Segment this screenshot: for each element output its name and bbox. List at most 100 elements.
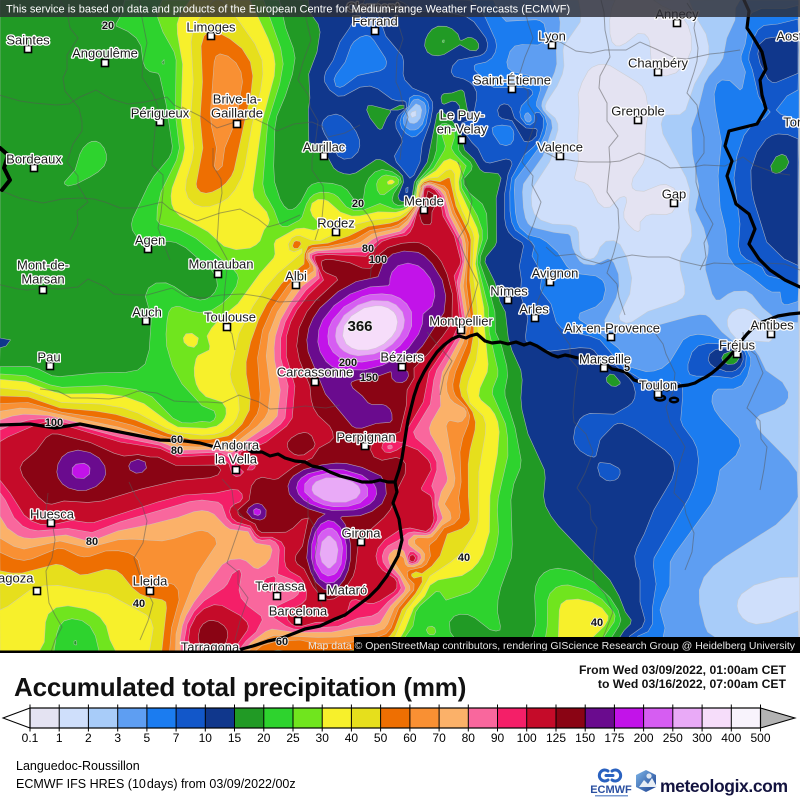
svg-text:Bordeaux: Bordeaux xyxy=(6,152,62,167)
svg-text:40: 40 xyxy=(591,617,603,629)
svg-text:Auch: Auch xyxy=(132,305,162,320)
svg-text:Barcelona: Barcelona xyxy=(269,604,328,619)
svg-text:400: 400 xyxy=(721,731,741,745)
svg-text:Rodez: Rodez xyxy=(317,216,355,231)
svg-text:366: 366 xyxy=(347,318,372,335)
svg-text:20: 20 xyxy=(257,731,271,745)
svg-text:70: 70 xyxy=(432,731,446,745)
svg-text:Fréjus: Fréjus xyxy=(719,338,756,353)
svg-text:250: 250 xyxy=(663,731,683,745)
svg-text:Valence: Valence xyxy=(537,140,583,155)
svg-text:Aoste: Aoste xyxy=(776,29,800,44)
svg-text:Angoulême: Angoulême xyxy=(72,46,138,61)
svg-text:10: 10 xyxy=(199,731,213,745)
svg-text:to Wed 03/16/2022, 07:00am CET: to Wed 03/16/2022, 07:00am CET xyxy=(598,677,787,691)
svg-text:100: 100 xyxy=(45,417,63,429)
svg-text:2: 2 xyxy=(85,731,92,745)
svg-text:en-Velay: en-Velay xyxy=(437,122,488,137)
svg-text:7: 7 xyxy=(173,731,180,745)
svg-text:125: 125 xyxy=(546,731,566,745)
svg-text:Le Puy-: Le Puy- xyxy=(440,108,485,123)
svg-text:Toulon: Toulon xyxy=(639,378,677,393)
svg-text:0.1: 0.1 xyxy=(22,731,39,745)
svg-text:Girona: Girona xyxy=(341,526,381,541)
svg-text:ECMWF IFS HRES (10 days) from: ECMWF IFS HRES (10 days) from 03/09/2022… xyxy=(16,777,296,791)
svg-text:30: 30 xyxy=(316,731,330,745)
svg-text:Grenoble: Grenoble xyxy=(611,104,664,119)
svg-text:Carcassonne: Carcassonne xyxy=(277,365,354,380)
svg-text:80: 80 xyxy=(362,243,374,255)
svg-text:50: 50 xyxy=(374,731,388,745)
svg-text:Avignon: Avignon xyxy=(532,266,579,281)
svg-text:Toulouse: Toulouse xyxy=(204,310,256,325)
svg-text:Lleida: Lleida xyxy=(133,574,168,589)
svg-text:Saintes: Saintes xyxy=(6,33,50,48)
svg-text:Terrassa: Terrassa xyxy=(255,579,306,594)
svg-text:Saint-Étienne: Saint-Étienne xyxy=(473,73,551,88)
svg-text:Béziers: Béziers xyxy=(380,350,424,365)
svg-text:300: 300 xyxy=(692,731,712,745)
svg-text:1: 1 xyxy=(56,731,63,745)
svg-text:60: 60 xyxy=(276,636,288,648)
svg-text:Mont-de-: Mont-de- xyxy=(17,258,69,273)
svg-text:100: 100 xyxy=(369,254,387,266)
svg-text:Montauban: Montauban xyxy=(188,257,253,272)
svg-text:Mende: Mende xyxy=(404,194,444,209)
svg-text:60: 60 xyxy=(403,731,417,745)
svg-text:Pau: Pau xyxy=(37,350,60,365)
svg-text:Gaillarde: Gaillarde xyxy=(211,106,263,121)
svg-text:90: 90 xyxy=(491,731,505,745)
svg-text:200: 200 xyxy=(634,731,654,745)
svg-text:Gap: Gap xyxy=(662,187,687,202)
svg-text:80: 80 xyxy=(171,445,183,457)
svg-text:80: 80 xyxy=(462,731,476,745)
svg-text:40: 40 xyxy=(133,598,145,610)
svg-text:100: 100 xyxy=(517,731,537,745)
svg-text:40: 40 xyxy=(345,731,359,745)
svg-text:ECMWF: ECMWF xyxy=(590,784,632,796)
svg-text:15: 15 xyxy=(228,731,242,745)
svg-text:Perpignan: Perpignan xyxy=(336,430,395,445)
svg-text:Brive-la-: Brive-la- xyxy=(213,92,261,107)
svg-text:Map data © OpenStreetMap contr: Map data © OpenStreetMap contributors, r… xyxy=(308,640,796,652)
svg-text:25: 25 xyxy=(286,731,300,745)
svg-text:20: 20 xyxy=(352,198,364,210)
svg-text:5: 5 xyxy=(144,731,151,745)
svg-text:40: 40 xyxy=(458,552,470,564)
svg-text:Chambéry: Chambéry xyxy=(628,56,688,71)
svg-text:Antibes: Antibes xyxy=(750,318,794,333)
svg-text:Limoges: Limoges xyxy=(186,20,236,35)
svg-text:Nîmes: Nîmes xyxy=(490,284,528,299)
svg-text:80: 80 xyxy=(86,536,98,548)
svg-text:la Vella: la Vella xyxy=(215,452,258,467)
svg-text:Périgueux: Périgueux xyxy=(131,106,190,121)
svg-text:Huesca: Huesca xyxy=(30,507,75,522)
svg-text:60: 60 xyxy=(171,434,183,446)
svg-text:Lyon: Lyon xyxy=(538,29,566,44)
svg-text:Marseille: Marseille xyxy=(579,352,631,367)
svg-text:Albi: Albi xyxy=(285,269,307,284)
svg-text:5: 5 xyxy=(624,362,630,374)
svg-text:From Wed 03/09/2022, 01:00am C: From Wed 03/09/2022, 01:00am CET xyxy=(579,663,787,677)
svg-text:Agen: Agen xyxy=(135,233,165,248)
svg-text:150: 150 xyxy=(575,731,595,745)
svg-text:Aix-en-Provence: Aix-en-Provence xyxy=(564,321,660,336)
svg-text:Aurillac: Aurillac xyxy=(303,140,346,155)
svg-text:Mataró: Mataró xyxy=(327,583,367,598)
svg-text:Arles: Arles xyxy=(519,302,549,317)
svg-text:3: 3 xyxy=(114,731,121,745)
svg-text:175: 175 xyxy=(604,731,624,745)
svg-text:meteologix.com: meteologix.com xyxy=(660,776,788,796)
svg-text:This service is based on data: This service is based on data and produc… xyxy=(6,4,570,16)
svg-text:Languedoc-Roussillon: Languedoc-Roussillon xyxy=(16,759,140,773)
svg-text:Montpellier: Montpellier xyxy=(429,314,493,329)
svg-text:Tarragona: Tarragona xyxy=(181,640,240,654)
svg-text:200: 200 xyxy=(339,357,357,369)
svg-text:Torino: Torino xyxy=(783,115,800,130)
svg-text:500: 500 xyxy=(750,731,770,745)
svg-text:150: 150 xyxy=(360,372,378,384)
svg-text:Andorra: Andorra xyxy=(213,438,260,453)
svg-text:Accumulated total precipitatio: Accumulated total precipitation (mm) xyxy=(14,672,466,702)
svg-text:Marsan: Marsan xyxy=(21,272,64,287)
svg-text:20: 20 xyxy=(102,20,114,32)
